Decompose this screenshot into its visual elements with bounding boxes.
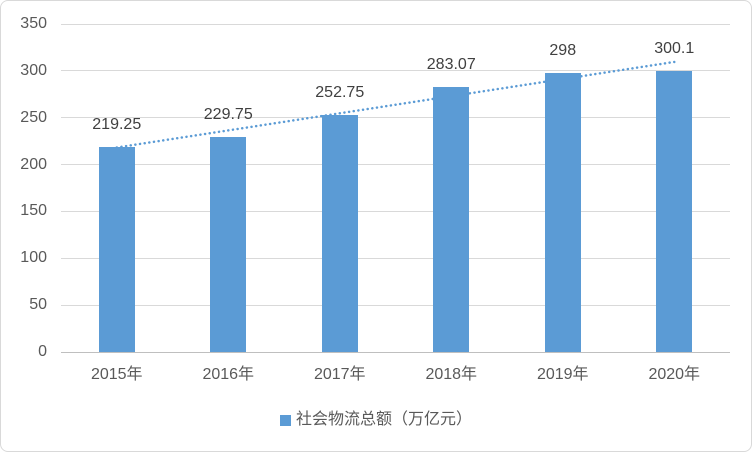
x-axis-tick-2018年: 2018年 bbox=[425, 366, 478, 383]
y-axis-tick-200: 200 bbox=[20, 155, 47, 173]
y-axis-tick-300: 300 bbox=[20, 61, 47, 79]
gridline-300 bbox=[61, 70, 730, 72]
y-axis-tick-250: 250 bbox=[20, 108, 47, 126]
data-label-2017年: 252.75 bbox=[315, 84, 365, 102]
x-axis-line bbox=[61, 351, 730, 353]
y-axis-tick-150: 150 bbox=[20, 202, 47, 220]
x-axis-tick-2019年: 2019年 bbox=[536, 366, 589, 383]
bar-2016年 bbox=[210, 136, 247, 352]
legend: 社会物流总额（万亿元） bbox=[1, 411, 751, 429]
data-label-2018年: 283.07 bbox=[426, 55, 476, 73]
legend-label: 社会物流总额（万亿元） bbox=[295, 411, 472, 428]
y-axis-tick-0: 0 bbox=[38, 343, 47, 360]
data-label-2016年: 229.75 bbox=[203, 105, 253, 123]
data-label-2020年: 300.1 bbox=[654, 39, 695, 57]
bar-2015年 bbox=[98, 146, 135, 352]
y-axis-tick-50: 50 bbox=[29, 296, 47, 314]
gridline-200 bbox=[61, 164, 730, 166]
x-axis-tick-2017年: 2017年 bbox=[313, 366, 366, 383]
gridline-150 bbox=[61, 210, 730, 212]
gridline-250 bbox=[61, 117, 730, 119]
bar-2019年 bbox=[544, 72, 581, 352]
y-axis-tick-350: 350 bbox=[20, 15, 47, 32]
y-axis-tick-100: 100 bbox=[20, 249, 47, 267]
bar-2018年 bbox=[433, 86, 470, 352]
x-axis-tick-2016年: 2016年 bbox=[202, 366, 255, 383]
bar-2017年 bbox=[321, 115, 358, 352]
x-axis-tick-2015年: 2015年 bbox=[90, 366, 143, 383]
gridline-50 bbox=[61, 304, 730, 306]
gridline-100 bbox=[61, 257, 730, 259]
trendline bbox=[115, 60, 676, 149]
bar-2020年 bbox=[656, 70, 693, 352]
legend-marker-icon bbox=[279, 414, 291, 426]
gridline-350 bbox=[61, 23, 730, 25]
data-label-2015年: 219.25 bbox=[92, 115, 142, 133]
data-label-2019年: 298 bbox=[549, 41, 577, 59]
x-axis-tick-2020年: 2020年 bbox=[648, 366, 701, 383]
